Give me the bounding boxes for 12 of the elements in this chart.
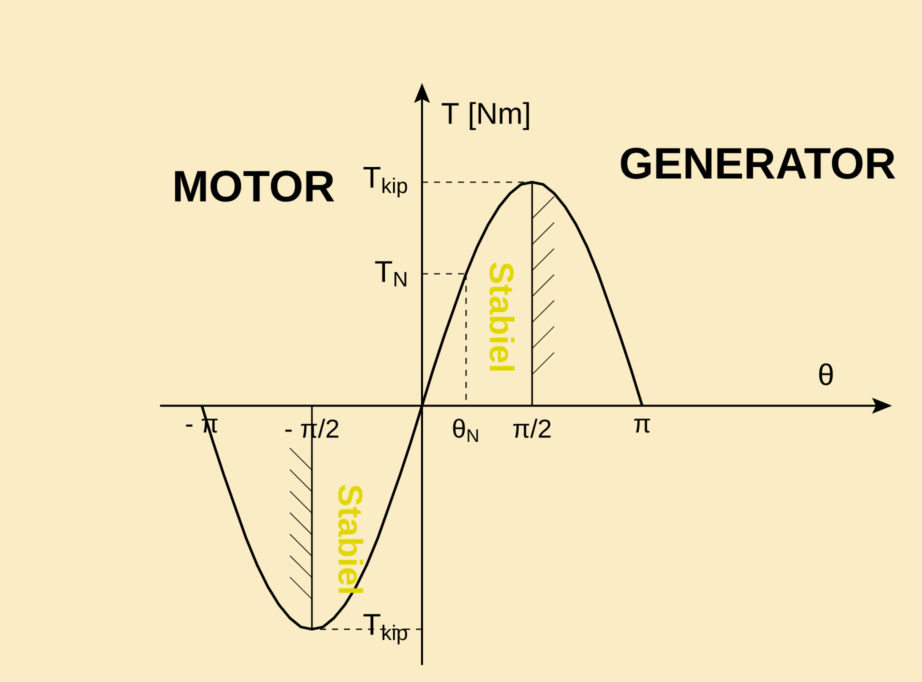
text: θ: [819, 363, 833, 386]
text: GENERATOR: [620, 148, 896, 179]
ref-line-label: T$_{N}$: [375, 261, 406, 286]
ref-line-label: T$_{kip}$: [363, 167, 408, 198]
x-tick-label: θ$_{N}$: [453, 418, 478, 442]
annotation: MOTOR: [175, 170, 334, 202]
annotation: Stabiel: [338, 484, 364, 593]
y-axis-title: T [Nm]: [442, 102, 529, 130]
ref-line-label: T$_{kip}$: [363, 614, 408, 644]
x-tick-label: π: [634, 418, 650, 433]
annotation: Stabiel: [490, 262, 514, 371]
x-tick-label: π/2: [513, 418, 551, 438]
